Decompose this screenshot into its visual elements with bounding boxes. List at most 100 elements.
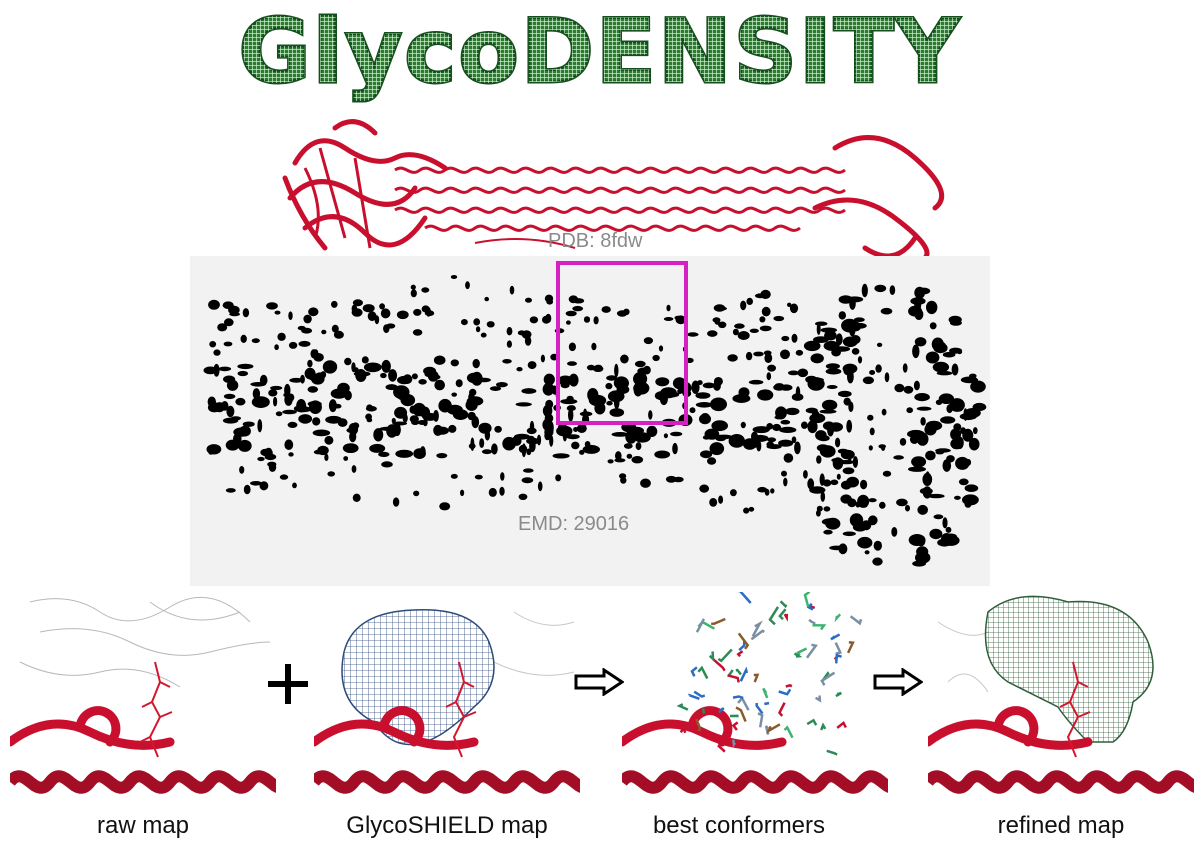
density-blob — [732, 328, 739, 336]
density-blob — [855, 501, 861, 508]
density-blob — [950, 428, 962, 441]
density-blob — [298, 340, 311, 347]
density-blob — [623, 443, 633, 449]
density-blob — [239, 466, 245, 474]
density-blob — [820, 491, 826, 502]
density-blob — [709, 498, 718, 507]
density-blob — [361, 356, 369, 364]
density-blob — [257, 419, 263, 433]
density-blob — [907, 429, 925, 439]
density-blob — [748, 506, 755, 512]
raw-map-image — [10, 596, 276, 794]
density-blob — [521, 477, 534, 484]
density-blob — [850, 321, 862, 332]
conformer-stick — [783, 725, 794, 739]
density-blob — [836, 473, 841, 480]
density-blob — [815, 430, 827, 441]
density-blob — [927, 493, 945, 499]
density-blob — [413, 448, 426, 459]
density-blob — [805, 407, 818, 414]
density-blob — [842, 467, 855, 475]
density-blob — [715, 436, 726, 442]
density-blob — [780, 349, 790, 360]
conformer-stick — [820, 722, 827, 731]
density-blob — [396, 310, 409, 320]
density-blob — [511, 436, 522, 446]
density-blob — [268, 389, 278, 397]
density-blob — [607, 459, 614, 464]
density-blob — [803, 470, 808, 479]
density-blob — [843, 366, 855, 376]
density-blob — [230, 416, 242, 421]
conformer-stick — [732, 695, 744, 700]
density-blob — [381, 359, 391, 373]
density-blob — [474, 474, 483, 480]
density-blob — [847, 498, 857, 508]
density-blob — [296, 399, 307, 413]
density-blob — [770, 488, 775, 494]
density-blob — [566, 434, 580, 440]
conformer-stick — [753, 673, 760, 683]
conformer-stick — [737, 592, 752, 604]
density-blob — [740, 300, 747, 311]
density-blob — [594, 364, 603, 369]
density-blob — [545, 399, 554, 409]
density-blob — [409, 405, 417, 414]
density-blob — [760, 289, 771, 299]
density-blob — [752, 426, 770, 434]
density-blob — [591, 342, 597, 351]
density-blob — [862, 376, 875, 385]
density-blob — [879, 501, 886, 509]
density-blob — [710, 397, 727, 412]
density-blob — [846, 419, 853, 433]
density-blob — [609, 408, 625, 417]
density-blob — [537, 481, 543, 492]
conformer-stick — [836, 720, 847, 729]
density-blob — [837, 448, 849, 454]
density-blob — [417, 420, 427, 425]
density-blob — [774, 415, 785, 420]
density-blob — [968, 437, 980, 451]
density-blob — [695, 392, 711, 399]
density-blob — [557, 423, 568, 432]
conformer-stick — [736, 650, 744, 658]
density-blob — [614, 458, 626, 463]
density-blob — [962, 428, 974, 442]
conformer-stick — [778, 688, 792, 696]
density-blob — [912, 344, 920, 359]
density-blob — [969, 373, 977, 379]
density-blob — [328, 399, 337, 413]
density-blob — [526, 448, 532, 456]
density-blob — [413, 490, 420, 497]
density-blob — [473, 318, 481, 326]
density-blob — [369, 443, 386, 453]
conformer-stick — [793, 652, 803, 658]
density-blob — [743, 507, 750, 514]
density-blob — [787, 370, 800, 376]
density-blob — [392, 497, 400, 507]
density-blob — [207, 445, 214, 455]
conformer-stick — [806, 718, 818, 726]
density-blob — [410, 289, 417, 298]
density-blob — [852, 456, 859, 468]
density-blob — [922, 472, 933, 486]
density-blob — [759, 325, 772, 332]
density-blob — [914, 393, 930, 402]
density-blob — [837, 390, 852, 398]
density-blob — [225, 488, 236, 493]
conformer-stick — [834, 642, 843, 655]
density-blob — [773, 384, 785, 391]
density-blob — [813, 336, 829, 343]
density-blob — [954, 495, 961, 500]
density-blob — [732, 394, 751, 403]
density-blob — [635, 442, 642, 451]
density-blob — [773, 315, 785, 322]
density-blob — [672, 377, 687, 390]
density-blob — [411, 373, 418, 380]
density-blob — [523, 468, 534, 473]
density-blob — [972, 402, 987, 412]
density-blob — [842, 531, 856, 537]
density-blob — [893, 455, 904, 460]
density-blob — [343, 456, 349, 461]
density-blob — [380, 372, 387, 379]
